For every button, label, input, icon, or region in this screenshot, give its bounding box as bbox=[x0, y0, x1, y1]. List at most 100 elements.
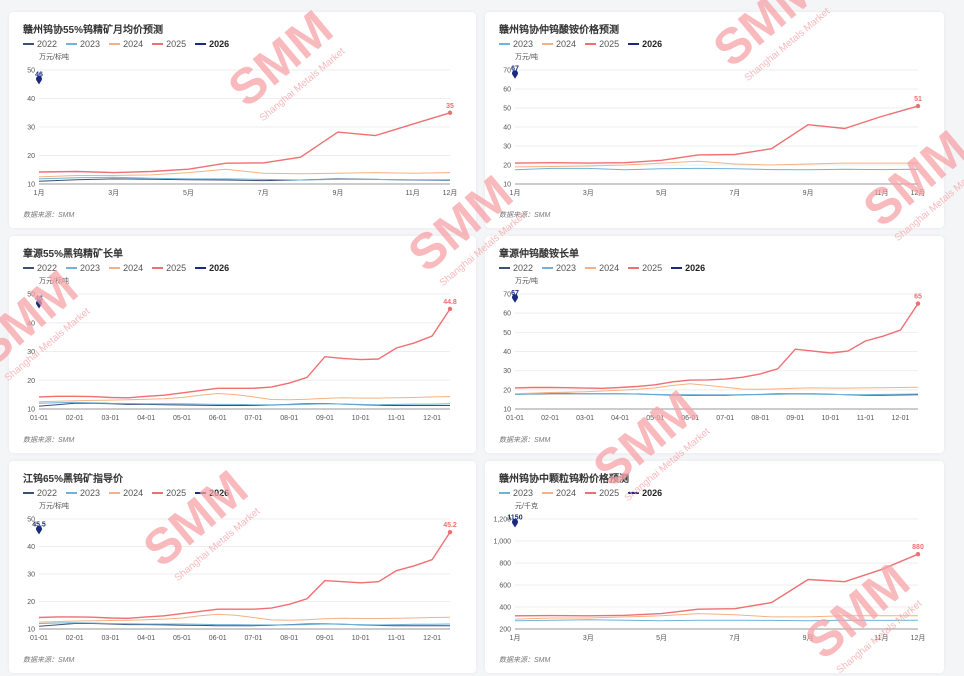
x-tick-label: 11月 bbox=[874, 189, 888, 197]
line-chart: 10 20 30 40 50 01-01 02-01 03-01 04-01 05-01 06-01… bbox=[27, 292, 457, 423]
x-tick-label: 01-01 bbox=[30, 635, 48, 642]
legend-swatch bbox=[499, 267, 510, 269]
legend-item-2025[interactable]: 2025 bbox=[628, 263, 662, 273]
chart-legend: 2022 2023 2024 2025 2026 bbox=[23, 39, 229, 49]
legend-label: 2026 bbox=[642, 488, 663, 498]
legend-item-2023[interactable]: 2023 bbox=[66, 263, 100, 273]
legend-item-2023[interactable]: 2023 bbox=[499, 488, 533, 498]
legend-item-2026[interactable]: 2026 bbox=[195, 263, 229, 273]
legend-item-2023[interactable]: 2023 bbox=[499, 39, 533, 49]
x-tick-label: 02-01 bbox=[66, 635, 84, 642]
y-tick-label: 1,000 bbox=[493, 539, 511, 546]
legend-label: 2022 bbox=[37, 263, 58, 273]
x-tick-label: 3月 bbox=[583, 189, 594, 197]
legend-item-2024[interactable]: 2024 bbox=[109, 488, 143, 498]
legend-item-2026[interactable]: 2026 bbox=[195, 39, 229, 49]
legend-item-2023[interactable]: 2023 bbox=[542, 263, 576, 273]
legend-swatch bbox=[66, 492, 78, 494]
y-tick-label: 30 bbox=[503, 144, 511, 151]
x-tick-label: 05-01 bbox=[173, 415, 191, 422]
legend-label: 2025 bbox=[642, 263, 663, 273]
y-tick-label: 30 bbox=[503, 368, 511, 375]
x-tick-label: 05-01 bbox=[173, 635, 191, 642]
legend-swatch bbox=[585, 492, 597, 494]
x-tick-label: 04-01 bbox=[137, 415, 155, 422]
y-tick-label: 20 bbox=[27, 599, 35, 606]
legend-label: 2023 bbox=[513, 39, 534, 49]
y-tick-label: 600 bbox=[499, 583, 511, 590]
data-label-2026: 1150 bbox=[507, 515, 522, 522]
x-tick-label: 9月 bbox=[332, 189, 343, 197]
series-end-point-2025 bbox=[447, 530, 453, 535]
legend-item-2022[interactable]: 2022 bbox=[23, 263, 57, 273]
x-tick-label: 03-01 bbox=[102, 415, 120, 422]
series-point-2026 bbox=[512, 294, 518, 303]
series-line-2024 bbox=[514, 160, 918, 168]
legend-item-2024[interactable]: 2024 bbox=[542, 39, 576, 49]
chart-title: 章源55%黑钨精矿长单 bbox=[23, 249, 124, 260]
legend-item-2025[interactable]: 2025 bbox=[585, 488, 619, 498]
legend-swatch bbox=[152, 492, 164, 494]
legend-swatch bbox=[109, 492, 121, 494]
legend-item-2026[interactable]: 2026 bbox=[628, 488, 662, 498]
y-tick-label: 50 bbox=[503, 330, 511, 337]
y-tick-label: 70 bbox=[503, 68, 511, 75]
legend-item-2022[interactable]: 2022 bbox=[499, 263, 533, 273]
x-tick-label: 04-01 bbox=[137, 635, 155, 642]
legend-item-2025[interactable]: 2025 bbox=[152, 263, 186, 273]
x-tick-label: 07-01 bbox=[244, 635, 262, 642]
line-chart: 10 20 30 40 50 01-01 02-01 03-01 04-01 05-01 06-01… bbox=[27, 517, 457, 643]
legend-item-2023[interactable]: 2023 bbox=[66, 488, 100, 498]
chart-legend: 2023 2024 2025 2026 bbox=[499, 39, 662, 49]
series-line-2025 bbox=[514, 553, 919, 617]
chart-card-zy-apt-long-term: 章源仲钨酸铵长单 2022 2023 2024 2025 2026 万元/吨 数据来源：SMM… bbox=[485, 236, 944, 453]
legend-label: 2023 bbox=[80, 263, 101, 273]
legend-item-2022[interactable]: 2022 bbox=[23, 488, 57, 498]
series-end-point-2025 bbox=[915, 103, 921, 109]
x-tick-label: 11-01 bbox=[388, 415, 405, 422]
x-tick-label: 04-01 bbox=[611, 415, 629, 422]
legend-swatch bbox=[195, 43, 207, 45]
x-tick-label: 9月 bbox=[803, 634, 814, 642]
legend-item-2022[interactable]: 2022 bbox=[23, 39, 57, 49]
x-tick-label: 7月 bbox=[729, 189, 740, 197]
data-label-2026: 67 bbox=[511, 66, 519, 73]
series-line-2024 bbox=[38, 392, 451, 403]
x-tick-label: 06-01 bbox=[209, 415, 227, 422]
y-tick-label: 400 bbox=[499, 605, 511, 612]
legend-swatch bbox=[195, 267, 207, 269]
legend-label: 2024 bbox=[123, 488, 144, 498]
x-tick-label: 02-01 bbox=[66, 415, 84, 422]
y-axis-unit: 元/千克 bbox=[515, 503, 538, 510]
legend-item-2025[interactable]: 2025 bbox=[152, 39, 186, 49]
legend-swatch bbox=[542, 43, 554, 45]
legend-label: 2026 bbox=[209, 488, 230, 498]
y-tick-label: 50 bbox=[27, 68, 35, 75]
legend-swatch bbox=[542, 267, 554, 269]
line-chart: 10 20 30 40 50 60 70 1月 3月 5月 7月 9月 11月 12月 51 67 bbox=[503, 66, 925, 197]
chart-card-gz-apt-price: 赣州钨协仲钨酸铵价格预测 2023 2024 2025 2026 万元/吨 数据来源：SMM… bbox=[485, 12, 944, 228]
legend-item-2024[interactable]: 2024 bbox=[542, 488, 576, 498]
chart-title: 章源仲钨酸铵长单 bbox=[499, 249, 579, 260]
x-tick-label: 1月 bbox=[34, 189, 45, 197]
legend-item-2025[interactable]: 2025 bbox=[585, 39, 619, 49]
data-source: 数据来源：SMM bbox=[499, 437, 551, 444]
y-tick-label: 10 bbox=[503, 182, 511, 189]
y-tick-label: 50 bbox=[503, 106, 511, 113]
x-tick-label: 09-01 bbox=[316, 635, 334, 642]
legend-item-2023[interactable]: 2023 bbox=[66, 39, 100, 49]
legend-item-2024[interactable]: 2024 bbox=[585, 263, 619, 273]
legend-item-2024[interactable]: 2024 bbox=[109, 263, 143, 273]
legend-item-2025[interactable]: 2025 bbox=[152, 488, 186, 498]
chart-title: 赣州钨协中颗粒钨粉价格预测 bbox=[499, 474, 629, 485]
legend-item-2024[interactable]: 2024 bbox=[109, 39, 143, 49]
x-tick-label: 1月 bbox=[510, 634, 521, 642]
legend-swatch bbox=[628, 43, 640, 45]
legend-swatch bbox=[66, 43, 78, 45]
legend-item-2026[interactable]: 2026 bbox=[195, 488, 229, 498]
legend-item-2026[interactable]: 2026 bbox=[671, 263, 705, 273]
legend-label: 2022 bbox=[37, 488, 58, 498]
x-tick-label: 02-01 bbox=[541, 415, 559, 422]
legend-label: 2026 bbox=[685, 263, 706, 273]
legend-item-2026[interactable]: 2026 bbox=[628, 39, 662, 49]
